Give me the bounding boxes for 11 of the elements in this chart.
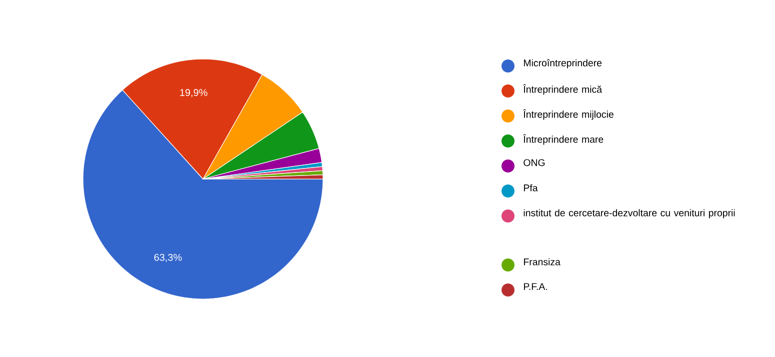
data-label: 63,3% <box>154 254 182 262</box>
legend-label: Microîntreprindere <box>524 59 602 68</box>
legend-label: P.F.A. <box>524 283 547 290</box>
legend-label: ONG <box>524 159 545 166</box>
legend-label: Întreprindere mare <box>522 134 604 145</box>
legend-label: Întreprindere mică <box>522 84 602 95</box>
legend-label: Fransiza <box>524 258 560 266</box>
legend-label: Pfa <box>524 184 538 192</box>
legend-label: institut de cercetare-dezvoltare cu venituri proprii <box>524 209 735 218</box>
legend-label: Întreprindere mijlocie <box>522 109 614 120</box>
data-label: 19,9% <box>180 89 208 98</box>
